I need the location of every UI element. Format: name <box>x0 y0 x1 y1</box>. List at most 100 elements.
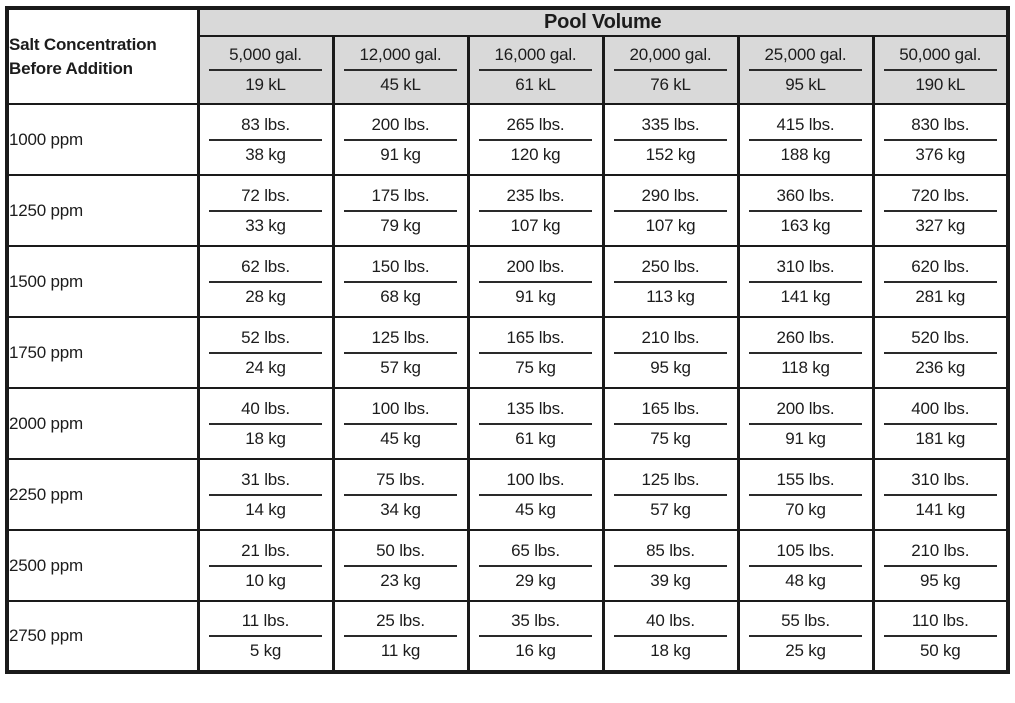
fraction-bar <box>478 635 593 637</box>
kg-value: 14 kg <box>245 499 286 519</box>
amount-cell: 52 lbs. 24 kg <box>196 316 335 389</box>
amount-cell: 35 lbs. 16 kg <box>466 600 605 673</box>
lbs-value: 415 lbs. <box>776 114 835 134</box>
kg-value: 163 kg <box>780 215 831 235</box>
lbs-value: 52 lbs. <box>241 327 290 347</box>
amount-cell: 100 lbs. 45 kg <box>466 458 605 531</box>
kg-value: 118 kg <box>781 357 830 377</box>
lbs-value: 55 lbs. <box>781 611 830 631</box>
kg-value: 68 kg <box>380 286 421 306</box>
fraction-bar <box>748 493 863 496</box>
lbs-value: 35 lbs. <box>511 611 560 631</box>
amount-cell: 335 lbs. 152 kg <box>601 103 740 176</box>
kg-value: 29 kg <box>515 570 556 590</box>
amount-cell: 830 lbs. 376 kg <box>871 103 1010 176</box>
lbs-value: 150 lbs. <box>371 256 430 276</box>
fraction-bar <box>343 280 458 283</box>
fraction-bar <box>748 280 863 283</box>
amount-cell: 72 lbs. 33 kg <box>196 174 335 247</box>
amount-cell: 110 lbs. 50 kg <box>871 600 1010 673</box>
lbs-value: 100 lbs. <box>371 398 430 418</box>
amount-cell: 125 lbs. 57 kg <box>601 458 740 531</box>
amount-cell: 11 lbs. 5 kg <box>196 600 335 673</box>
column-header: 16,000 gal. 61 kL <box>466 35 605 105</box>
kiloliters-label: 190 kL <box>915 75 966 94</box>
table-row: 2250 ppm 31 lbs. 14 kg 75 lbs. 34 kg 100 lbs.… <box>5 458 1010 531</box>
lbs-value: 235 lbs. <box>506 185 565 205</box>
fraction-bar <box>343 493 458 496</box>
lbs-value: 65 lbs. <box>511 540 560 560</box>
fraction-bar <box>343 422 458 425</box>
kiloliters-label: 76 kL <box>650 75 691 94</box>
row-label-ppm: 2000 ppm <box>5 387 200 460</box>
fraction-bar <box>478 280 593 283</box>
kg-value: 91 kg <box>380 144 421 164</box>
fraction-bar <box>478 351 593 354</box>
fraction-bar <box>883 209 997 212</box>
row-label-ppm: 2750 ppm <box>5 600 200 673</box>
column-header: 50,000 gal. 190 kL <box>871 35 1010 105</box>
kiloliters-label: 19 kL <box>245 75 286 94</box>
kg-value: 5 kg <box>249 641 282 660</box>
amount-cell: 25 lbs. 11 kg <box>331 600 470 673</box>
amount-cell: 620 lbs. 281 kg <box>871 245 1010 318</box>
kg-value: 38 kg <box>245 144 286 164</box>
lbs-value: 250 lbs. <box>641 256 700 276</box>
fraction-bar <box>208 280 323 283</box>
corner-header: Salt Concentration Before Addition <box>5 7 200 105</box>
lbs-value: 310 lbs. <box>911 469 970 489</box>
amount-cell: 265 lbs. 120 kg <box>466 103 605 176</box>
amount-cell: 40 lbs. 18 kg <box>196 387 335 460</box>
amount-cell: 200 lbs. 91 kg <box>331 103 470 176</box>
lbs-value: 75 lbs. <box>376 469 425 489</box>
lbs-value: 25 lbs. <box>376 611 425 631</box>
table-row: 1500 ppm 62 lbs. 28 kg 150 lbs. 68 kg 200 lbs… <box>5 245 1010 318</box>
kg-value: 18 kg <box>245 428 286 448</box>
fraction-bar <box>748 351 863 354</box>
fraction-bar <box>478 422 593 425</box>
lbs-value: 165 lbs. <box>506 327 565 347</box>
fraction-bar <box>478 209 593 212</box>
amount-cell: 40 lbs. 18 kg <box>601 600 740 673</box>
kg-value: 91 kg <box>515 286 556 306</box>
kg-value: 376 kg <box>915 144 966 164</box>
kg-value: 23 kg <box>380 570 421 590</box>
amount-cell: 310 lbs. 141 kg <box>736 245 875 318</box>
fraction-bar <box>748 138 863 141</box>
kg-value: 34 kg <box>380 499 421 519</box>
amount-cell: 260 lbs. 118 kg <box>736 316 875 389</box>
table-row: 2750 ppm 11 lbs. 5 kg 25 lbs. 11 kg 35 lbs. 16… <box>5 600 1010 673</box>
amount-cell: 31 lbs. 14 kg <box>196 458 335 531</box>
amount-cell: 235 lbs. 107 kg <box>466 174 605 247</box>
fraction-bar <box>208 422 323 425</box>
lbs-value: 72 lbs. <box>241 185 290 205</box>
fraction-bar <box>883 138 997 141</box>
kg-value: 25 kg <box>785 641 826 660</box>
lbs-value: 720 lbs. <box>911 185 970 205</box>
kg-value: 45 kg <box>515 499 556 519</box>
amount-cell: 21 lbs. 10 kg <box>196 529 335 602</box>
gallons-label: 25,000 gal. <box>764 45 847 65</box>
kg-value: 181 kg <box>915 428 966 448</box>
fraction-bar <box>208 69 323 71</box>
lbs-value: 520 lbs. <box>911 327 970 347</box>
amount-cell: 55 lbs. 25 kg <box>736 600 875 673</box>
column-header: 25,000 gal. 95 kL <box>736 35 875 105</box>
amount-cell: 100 lbs. 45 kg <box>331 387 470 460</box>
fraction-bar <box>613 564 728 567</box>
lbs-value: 210 lbs. <box>641 327 700 347</box>
lbs-value: 260 lbs. <box>776 327 835 347</box>
lbs-value: 21 lbs. <box>241 540 290 560</box>
lbs-value: 335 lbs. <box>641 114 700 134</box>
amount-cell: 155 lbs. 70 kg <box>736 458 875 531</box>
lbs-value: 100 lbs. <box>506 469 565 489</box>
fraction-bar <box>208 564 323 567</box>
fraction-bar <box>613 422 728 425</box>
amount-cell: 62 lbs. 28 kg <box>196 245 335 318</box>
fraction-bar <box>478 69 593 71</box>
fraction-bar <box>208 351 323 354</box>
kg-value: 33 kg <box>245 215 286 235</box>
kg-value: 16 kg <box>515 641 556 660</box>
lbs-value: 50 lbs. <box>376 540 425 560</box>
kg-value: 48 kg <box>785 570 826 590</box>
